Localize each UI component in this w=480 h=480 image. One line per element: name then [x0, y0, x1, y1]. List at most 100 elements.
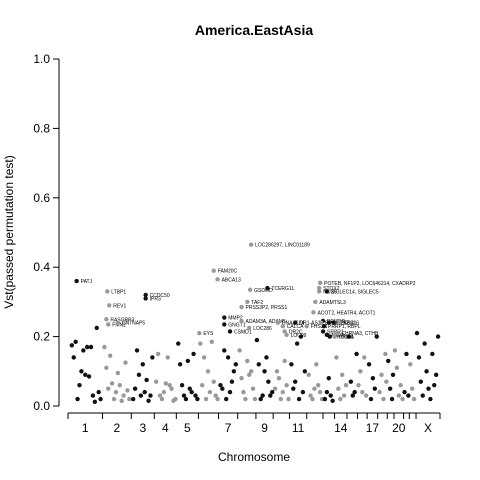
data-point [278, 396, 284, 402]
data-point [346, 334, 352, 339]
data-point [363, 393, 369, 398]
data-point [418, 379, 424, 384]
data-point [274, 369, 280, 374]
labeled-point [104, 317, 109, 322]
data-point [326, 376, 331, 381]
point-label: MMP2 [228, 316, 243, 322]
labeled-point [215, 277, 220, 282]
data-point [223, 396, 229, 402]
data-point [121, 393, 126, 398]
point-label: CNTNAP5 [122, 321, 146, 327]
data-point [248, 369, 254, 374]
data-point [167, 382, 172, 388]
data-point [132, 386, 138, 391]
data-point [386, 358, 391, 364]
x-tick-label: 4 [162, 421, 169, 435]
x-tick-label: 2 [114, 421, 121, 435]
data-point [107, 353, 113, 358]
data-point [115, 370, 121, 376]
data-point [211, 379, 216, 384]
data-point [142, 389, 147, 395]
data-point [402, 389, 407, 395]
point-label: AGF4 [331, 333, 344, 339]
data-point [243, 396, 248, 402]
point-label: SIGLEC14, SIGLEC5 [331, 289, 379, 295]
data-point [334, 355, 339, 360]
labeled-point [222, 322, 227, 327]
point-label: GSDMD [254, 288, 273, 294]
data-point [189, 389, 194, 395]
data-point [218, 382, 223, 388]
data-point [215, 396, 220, 402]
data-point [239, 376, 244, 381]
x-tick-label: 11 [292, 421, 305, 435]
data-point [102, 344, 107, 350]
data-point [207, 389, 213, 395]
labeled-point [143, 296, 148, 301]
data-point [300, 389, 306, 395]
data-point [383, 351, 388, 357]
labeled-point [293, 320, 298, 325]
data-point [404, 351, 409, 357]
data-point [252, 396, 258, 402]
point-label: LOC286297, LINC01189 [255, 243, 310, 249]
labeled-point [107, 303, 112, 308]
data-point [302, 369, 308, 374]
data-point [161, 389, 167, 395]
data-point [146, 398, 151, 403]
point-label: RASGRP3 [110, 317, 134, 323]
data-point [245, 358, 250, 364]
labeled-point [326, 320, 331, 325]
data-point [163, 381, 168, 386]
data-point [330, 398, 335, 403]
data-point [71, 355, 76, 360]
data-point [389, 396, 395, 402]
y-tick-label: 0.8 [33, 121, 50, 135]
data-point [90, 393, 96, 398]
data-point [195, 396, 200, 402]
data-point [157, 393, 163, 398]
data-point [123, 360, 128, 365]
data-point [338, 396, 343, 402]
data-point [77, 382, 82, 388]
y-axis-label: Vst(passed permutation test) [2, 155, 16, 308]
data-point [387, 386, 393, 391]
point-label: OR1-AS1 [299, 321, 321, 327]
data-point [368, 396, 374, 402]
data-point [231, 369, 237, 374]
data-point [366, 362, 372, 367]
data-point [81, 348, 86, 353]
data-point [350, 393, 355, 398]
data-point [225, 355, 231, 360]
data-point [75, 396, 80, 402]
data-point [264, 355, 269, 360]
point-label: GNGT1 [228, 322, 245, 328]
point-label: TCERG1L [271, 286, 294, 292]
data-point [209, 339, 215, 345]
point-label: STOX2 [323, 286, 340, 292]
labeled-point [332, 334, 337, 339]
data-point [258, 396, 263, 402]
y-axis: 0.0 0.2 0.4 0.6 0.8 1.0 [33, 52, 60, 413]
labeled-point [284, 332, 289, 338]
data-point [433, 372, 439, 377]
data-point [213, 393, 218, 398]
data-point [284, 382, 289, 388]
point-label: FAM20C [218, 269, 238, 275]
data-point [254, 337, 260, 343]
data-point [396, 393, 401, 398]
data-point [237, 348, 242, 353]
data-point [150, 355, 155, 360]
data-point [322, 396, 328, 402]
labeled-point [311, 310, 316, 315]
y-tick-label: 1.0 [33, 52, 50, 66]
chart-title: America.EastAsia [195, 22, 314, 38]
data-point [272, 386, 278, 391]
labeled-point [239, 304, 244, 310]
data-point [233, 362, 238, 367]
point-label: EPP1 [325, 321, 338, 327]
data-point [282, 358, 287, 364]
data-point [390, 372, 396, 377]
data-point [241, 389, 246, 395]
